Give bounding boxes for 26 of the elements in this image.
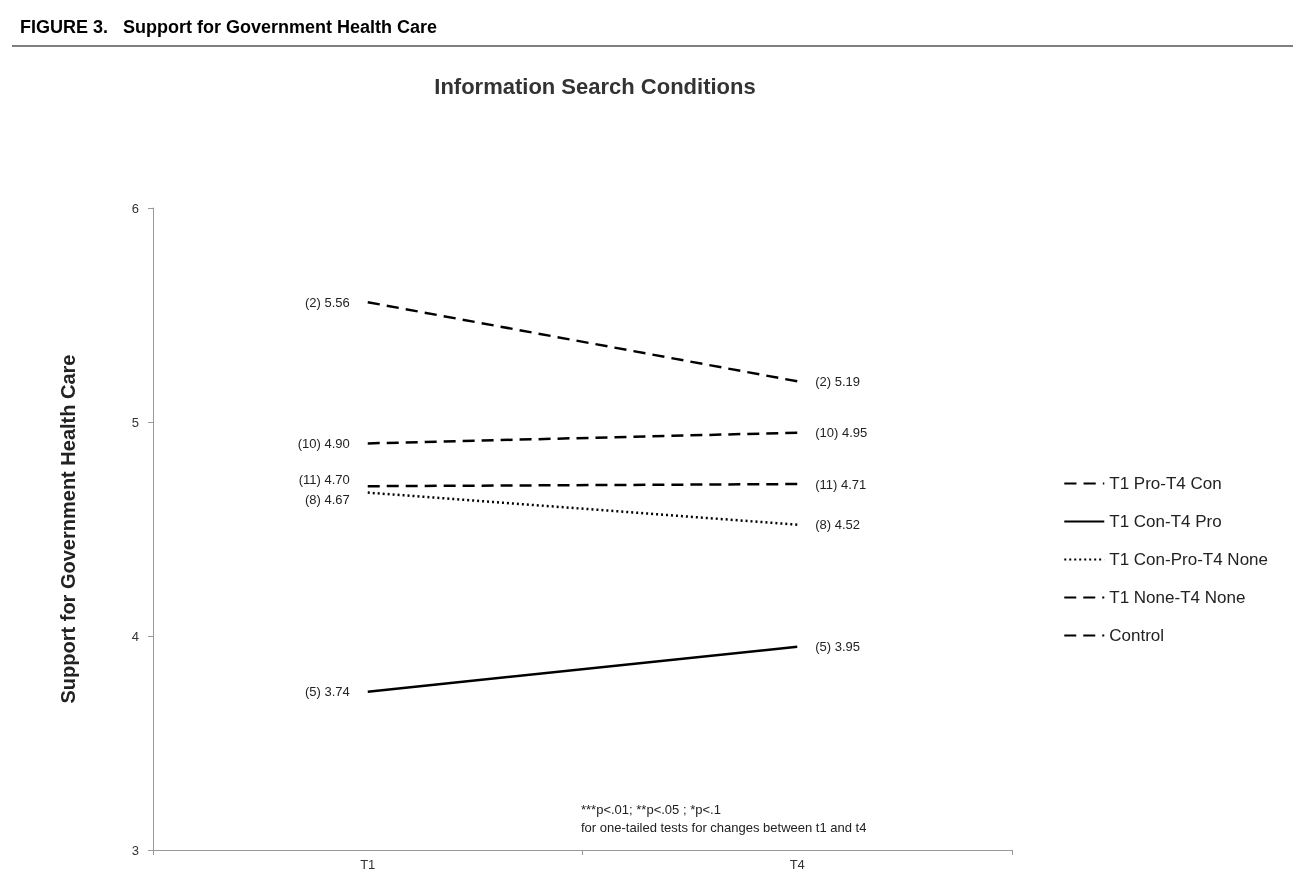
y-tick-label: 3 bbox=[131, 842, 139, 858]
y-tick-label: 5 bbox=[131, 414, 139, 430]
legend-label: T1 Pro-T4 Con bbox=[1109, 474, 1222, 493]
annotation: ***p<.01; **p<.05 ; *p<.1 bbox=[581, 802, 721, 817]
y-axis-title: Support for Government Health Care bbox=[57, 354, 79, 704]
x-tick-label: T1 bbox=[360, 857, 376, 872]
data-label: (5) 3.95 bbox=[815, 639, 861, 655]
y-tick-label: 4 bbox=[131, 628, 139, 644]
data-label: (5) 3.74 bbox=[304, 684, 350, 700]
chart-title: FIGURE 3. Support for Government Health Care bbox=[20, 17, 438, 37]
data-label: (10) 4.95 bbox=[815, 425, 868, 441]
x-tick-label: T4 bbox=[789, 857, 805, 872]
legend-label: Control bbox=[1109, 626, 1165, 645]
chart-subtitle: Information Search Conditions bbox=[434, 73, 756, 99]
data-label: (2) 5.19 bbox=[815, 373, 861, 389]
legend-label: T1 Con-Pro-T4 None bbox=[1109, 550, 1269, 569]
data-label: (11) 4.71 bbox=[815, 476, 867, 492]
data-label: (2) 5.56 bbox=[304, 294, 350, 310]
annotation: for one-tailed tests for changes between t1 and t4 bbox=[581, 820, 867, 835]
data-label: (11) 4.70 bbox=[298, 471, 350, 487]
legend-label: T1 Con-T4 Pro bbox=[1109, 512, 1222, 531]
legend-label: T1 None-T4 None bbox=[1109, 588, 1246, 607]
y-tick-label: 6 bbox=[131, 200, 139, 216]
data-label: (8) 4.67 bbox=[304, 492, 350, 508]
data-label: (8) 4.52 bbox=[815, 517, 861, 533]
data-label: (10) 4.90 bbox=[297, 435, 350, 451]
